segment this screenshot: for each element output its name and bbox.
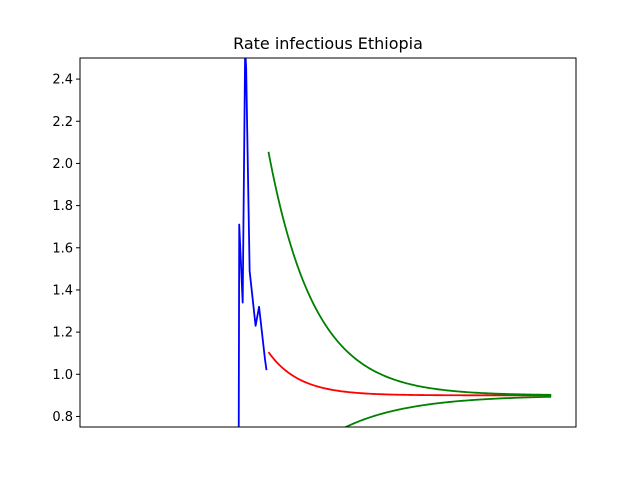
y-tick-label: 1.8 <box>52 199 73 214</box>
chart-title: Rate infectious Ethiopia <box>233 34 423 53</box>
y-axis: 0.8 1.0 1.2 1.4 1.6 1.8 2.0 2.2 2.4 <box>52 73 80 425</box>
series-layer <box>237 58 552 427</box>
y-tick-label: 1.4 <box>52 283 73 298</box>
series-line-4 <box>343 395 552 427</box>
plot-frame <box>79 57 577 428</box>
y-tick-label: 1.6 <box>52 241 73 256</box>
y-tick-label: 1.2 <box>52 326 73 341</box>
y-tick-label: 2.0 <box>52 157 73 172</box>
series-line-2 <box>267 351 552 397</box>
y-tick-label: 2.2 <box>52 115 73 130</box>
series-line-3 <box>267 151 552 396</box>
series-line-1 <box>237 58 268 427</box>
y-tick-label: 2.4 <box>52 73 73 88</box>
y-tick-label: 0.8 <box>52 410 73 425</box>
y-tick-label: 1.0 <box>52 368 73 383</box>
